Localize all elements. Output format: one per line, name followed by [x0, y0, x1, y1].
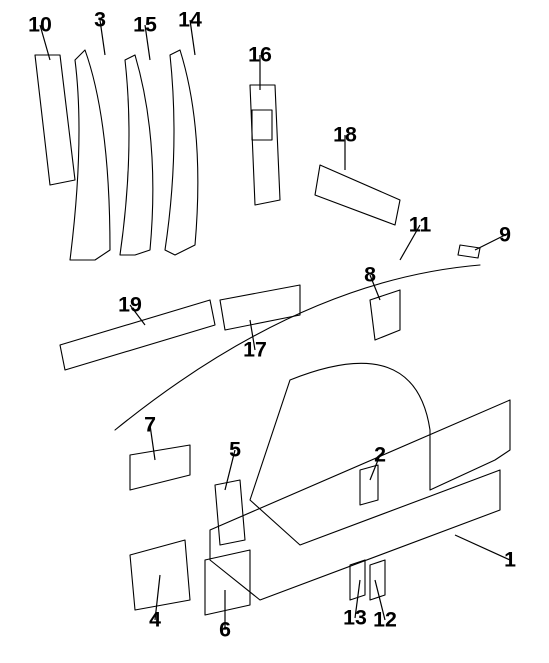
callout-19: 19 [118, 293, 142, 318]
callout-8: 8 [364, 263, 376, 288]
diagram-stage: 12345678910111213141516171819 [0, 0, 549, 663]
callout-6: 6 [219, 618, 231, 643]
callout-9: 9 [499, 223, 511, 248]
callout-14: 14 [178, 8, 202, 33]
callout-10: 10 [28, 13, 52, 38]
callout-16: 16 [248, 43, 272, 68]
callout-2: 2 [374, 443, 386, 468]
callout-3: 3 [94, 8, 106, 33]
callout-15: 15 [133, 13, 157, 38]
callout-13: 13 [343, 606, 367, 631]
callout-1: 1 [504, 548, 516, 573]
parts-lineart [0, 0, 549, 663]
callout-17: 17 [243, 338, 267, 363]
callout-7: 7 [144, 413, 156, 438]
callout-18: 18 [333, 123, 357, 148]
callout-5: 5 [229, 438, 241, 463]
callout-12: 12 [373, 608, 397, 633]
callout-11: 11 [409, 213, 432, 238]
callout-4: 4 [149, 608, 161, 633]
